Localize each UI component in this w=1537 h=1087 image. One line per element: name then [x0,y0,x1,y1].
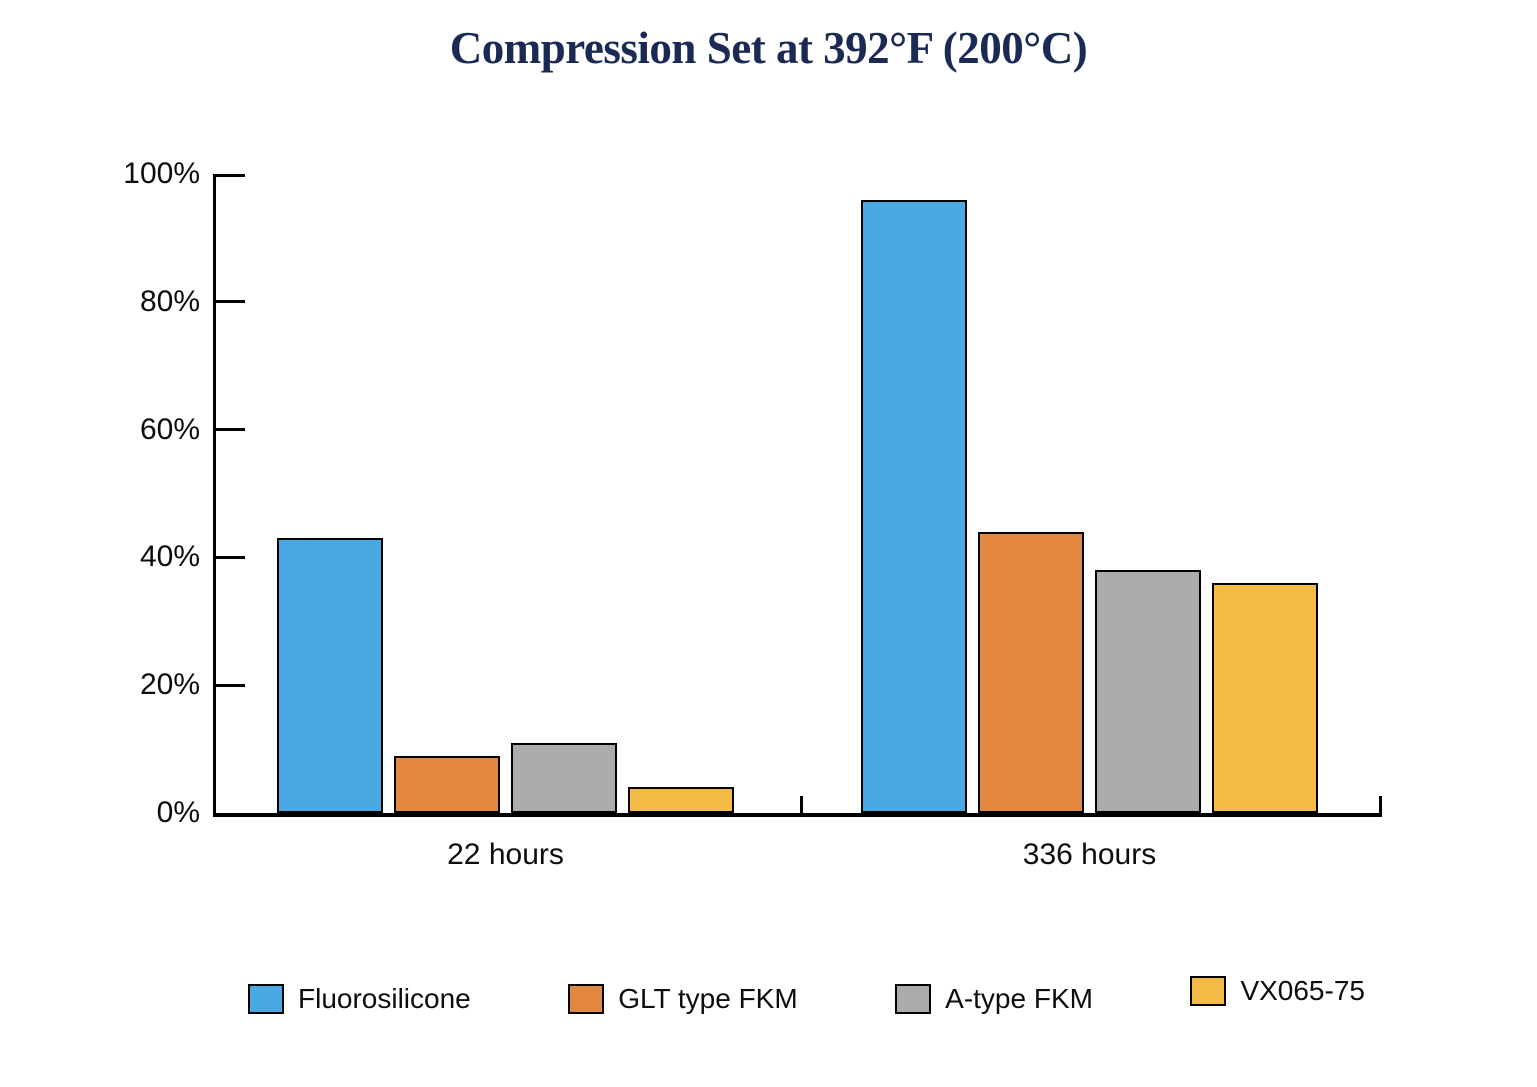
x-axis-end-tick [1379,796,1382,813]
bar-glt-type-fkm-336-hours [978,531,1084,813]
bar-a-type-fkm-22-hours [511,742,617,813]
y-axis-tick-100 [216,174,245,177]
bar-glt-type-fkm-22-hours [394,755,500,813]
legend-label-a-type-fkm: A-type FKM [945,983,1093,1014]
bar-vx065-75-336-hours [1212,582,1318,813]
bar-vx065-75-22-hours [628,787,734,813]
y-axis-tick-40 [216,555,245,559]
y-axis-label-40: 40% [139,540,200,574]
legend-label-fluorosilicone: Fluorosilicone [298,983,471,1014]
legend-item-vx065-75: VX065-75 [1190,975,1365,1007]
legend-item-glt-type-fkm: GLT type FKM [568,983,798,1015]
bar-fluorosilicone-336-hours [861,199,967,813]
legend: Fluorosilicone GLT type FKM A-type FKM VX06… [248,975,1365,1015]
chart-title: Compression Set at 392°F (200°C) [449,23,1088,73]
y-axis-label-100: 100% [123,157,200,190]
x-axis-category-label-22-hours: 22 hours [447,838,564,871]
legend-swatch-glt-type-fkm [568,984,605,1014]
y-axis-label-80: 80% [139,284,200,318]
y-axis-label-60: 60% [139,412,200,446]
legend-swatch-a-type-fkm [895,984,932,1014]
y-axis-label-20: 20% [139,668,200,702]
legend-swatch-vx065-75 [1190,976,1227,1006]
x-axis-group-separator-tick [800,796,803,813]
y-axis-label-0: 0% [156,796,200,829]
x-axis-category-label-336-hours: 336 hours [1022,838,1157,871]
legend-label-glt-type-fkm: GLT type FKM [618,983,798,1014]
legend-swatch-fluorosilicone [248,984,284,1014]
plot-area: 0% 20% 40% 60% 80% 100% 22 hours 336 hours [123,157,1382,871]
legend-label-vx065-75: VX065-75 [1240,975,1365,1006]
bar-fluorosilicone-22-hours [277,538,383,813]
legend-item-fluorosilicone: Fluorosilicone [248,983,471,1015]
y-axis-tick-20 [216,683,245,687]
y-axis-tick-80 [216,300,245,304]
bar-a-type-fkm-336-hours [1095,570,1201,813]
legend-item-a-type-fkm: A-type FKM [895,983,1093,1015]
y-axis-tick-60 [216,428,245,432]
